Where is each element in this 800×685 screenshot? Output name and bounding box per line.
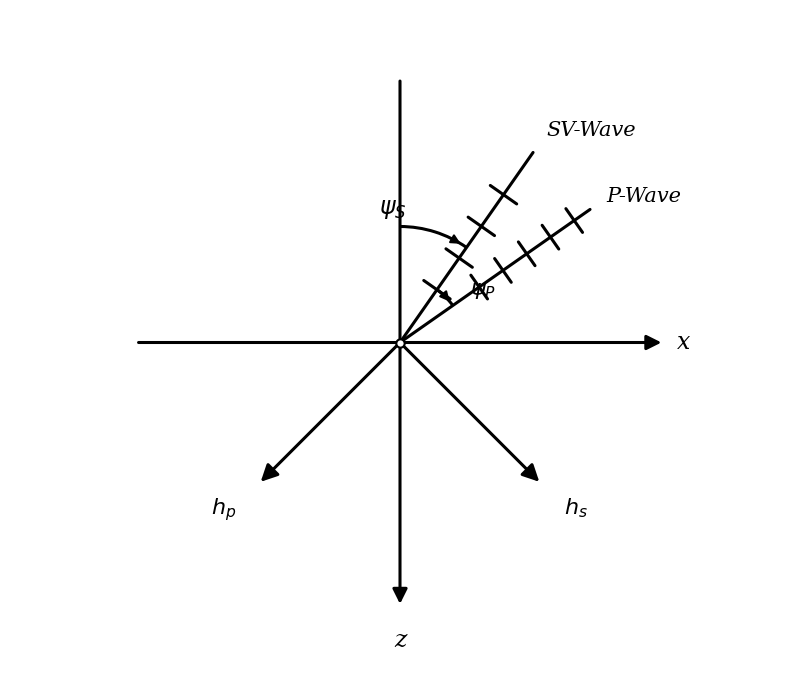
Text: P-Wave: P-Wave xyxy=(606,187,681,206)
Text: SV-Wave: SV-Wave xyxy=(546,121,635,140)
Text: $\psi_P$: $\psi_P$ xyxy=(470,279,496,301)
Text: $h_s$: $h_s$ xyxy=(564,497,588,520)
Text: $h_p$: $h_p$ xyxy=(211,497,236,523)
Text: z: z xyxy=(394,630,406,652)
Text: $\psi_S$: $\psi_S$ xyxy=(379,199,406,221)
Text: x: x xyxy=(677,331,690,354)
